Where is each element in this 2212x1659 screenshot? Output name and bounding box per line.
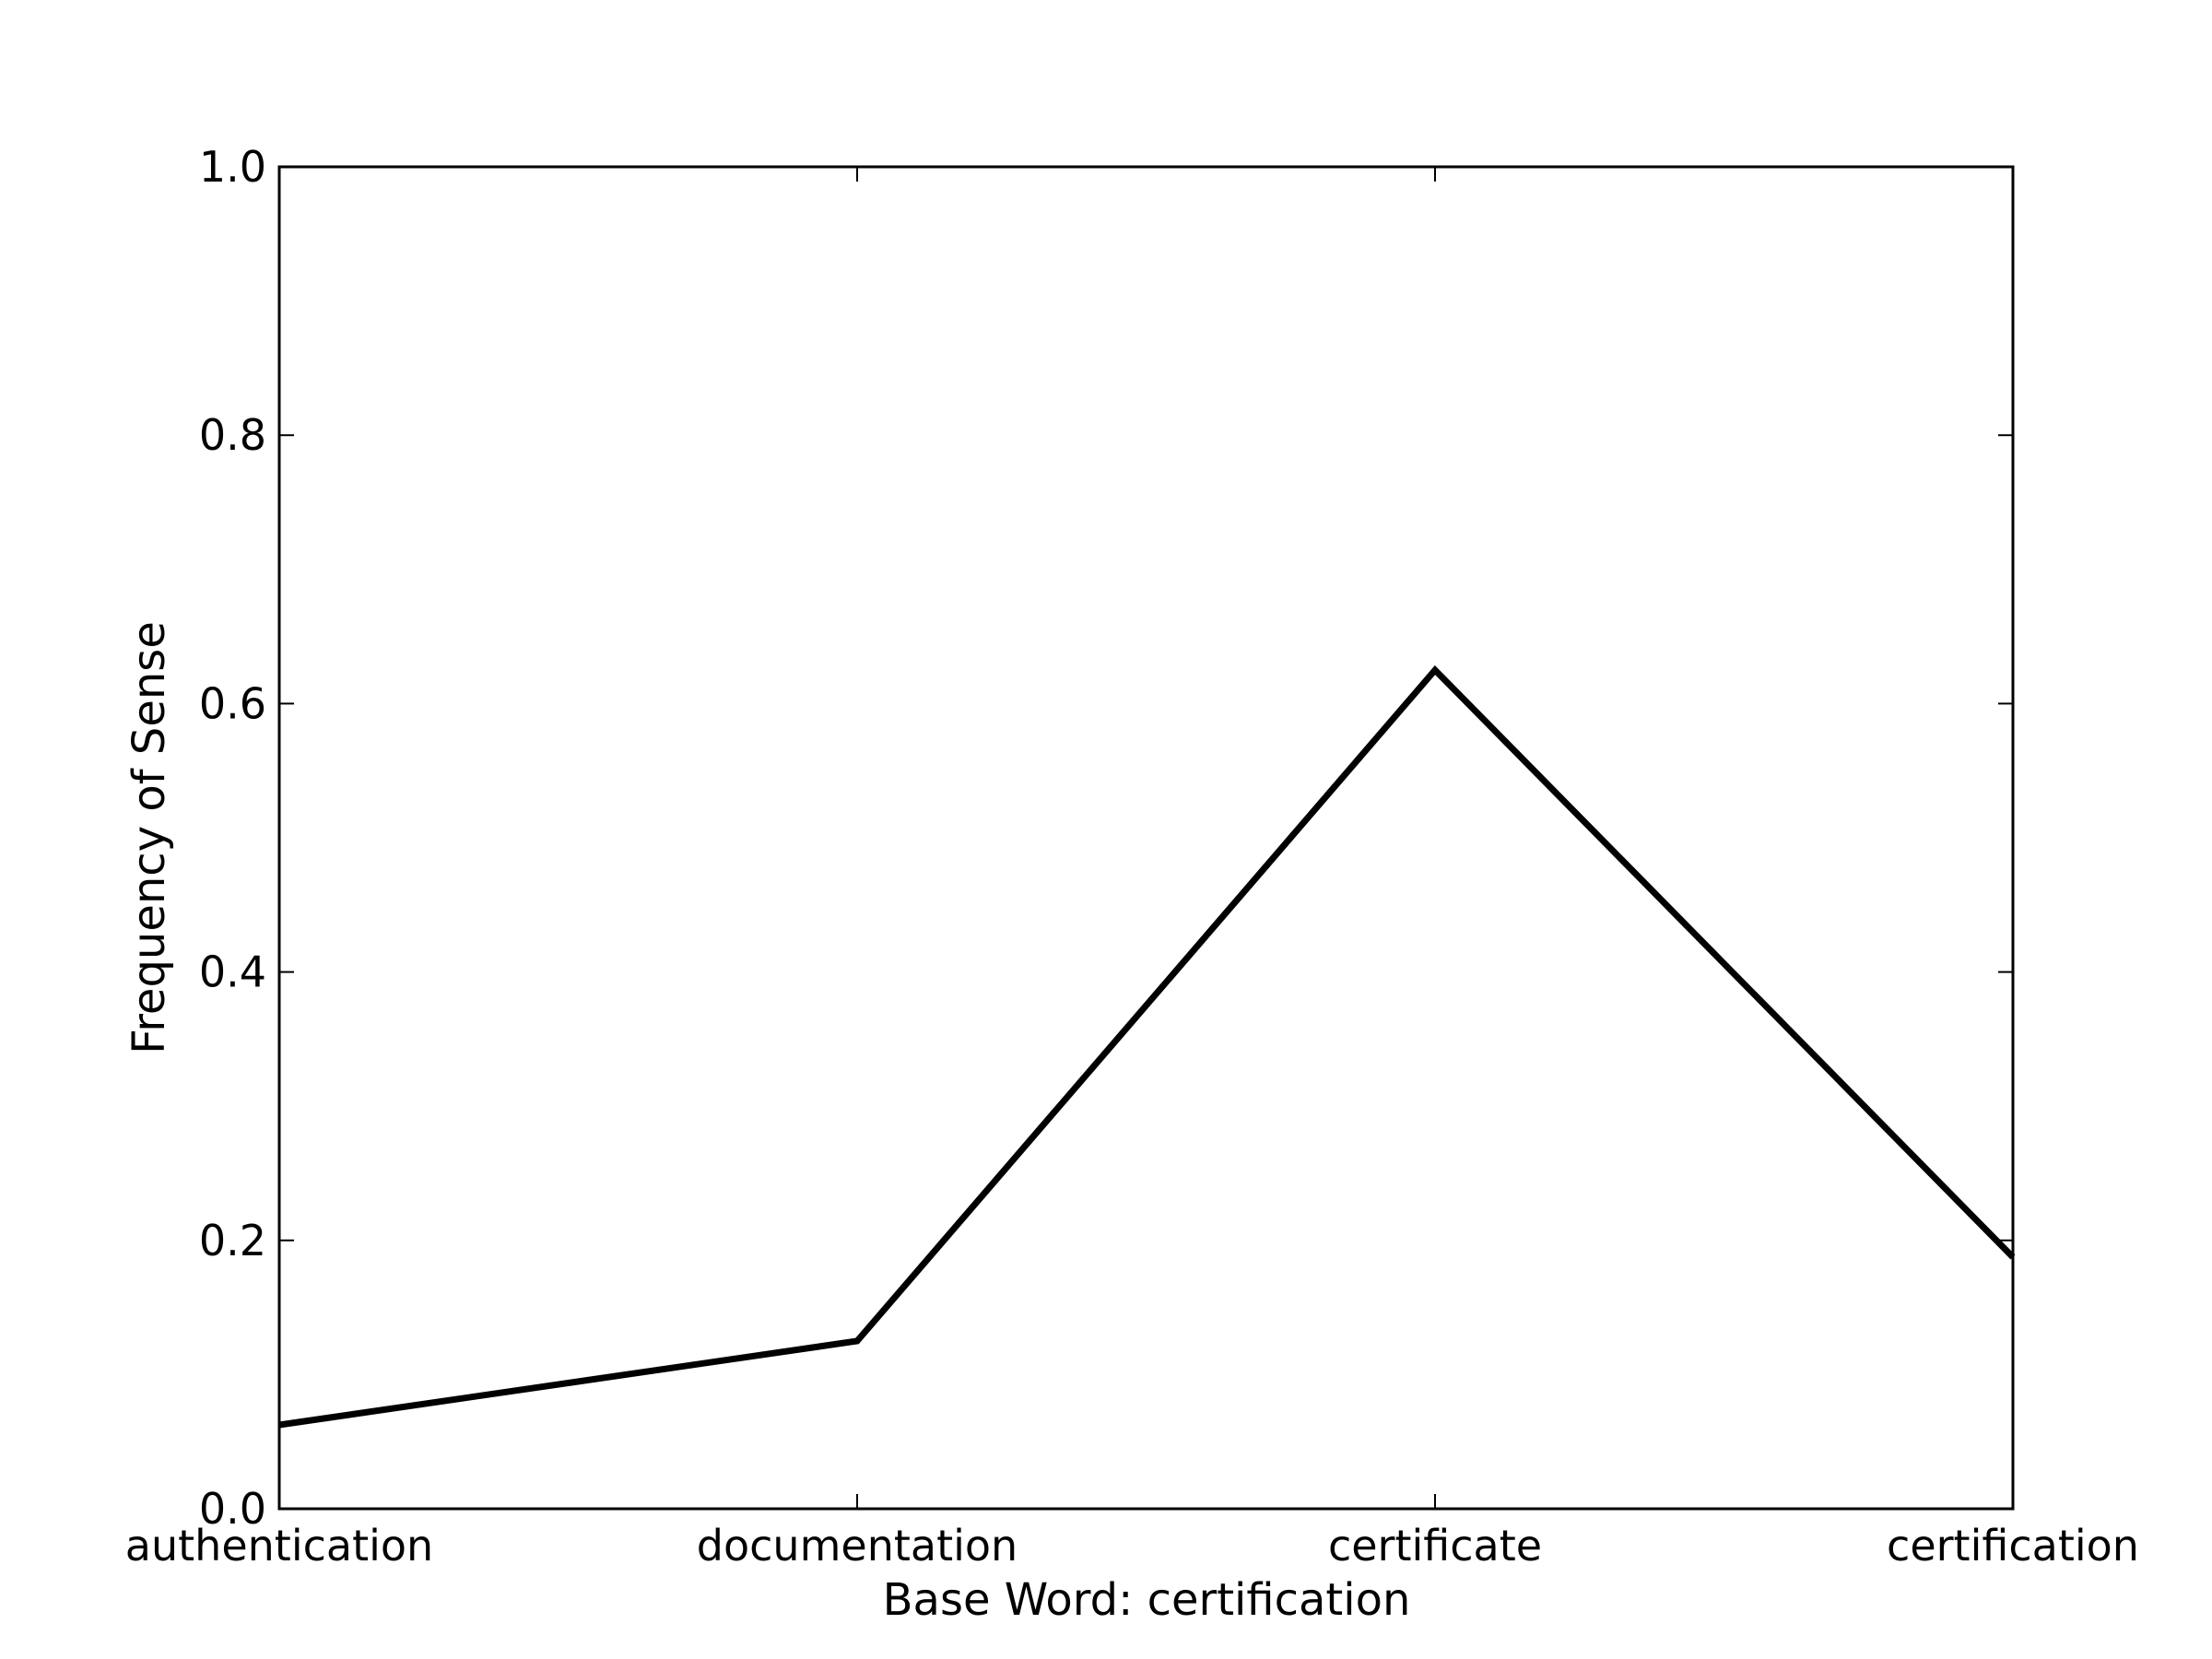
x-tick-label: authentication <box>125 1521 433 1571</box>
y-axis-label: Frequency of Sense <box>124 621 175 1054</box>
y-tick-label: 0.0 <box>199 1484 266 1534</box>
x-tick-label: certificate <box>1328 1521 1542 1571</box>
x-tick-label: documentation <box>697 1521 1018 1571</box>
y-tick-label: 0.8 <box>199 410 266 460</box>
labels-layer: authentication documentation certificate ce… <box>125 142 2139 1571</box>
ticks-layer <box>278 166 2014 1510</box>
x-axis-label: Base Word: certification <box>883 1574 1411 1626</box>
series-line <box>278 665 2016 1429</box>
y-tick-label: 0.6 <box>199 678 266 728</box>
y-tick-label: 0.2 <box>199 1216 266 1265</box>
x-tick-label: certification <box>1887 1521 2139 1571</box>
data-point <box>856 1340 858 1342</box>
plot-frame <box>277 165 2015 1511</box>
y-tick-label: 0.4 <box>199 947 266 997</box>
data-point <box>1434 669 1436 671</box>
y-tick-label: 1.0 <box>199 142 266 192</box>
